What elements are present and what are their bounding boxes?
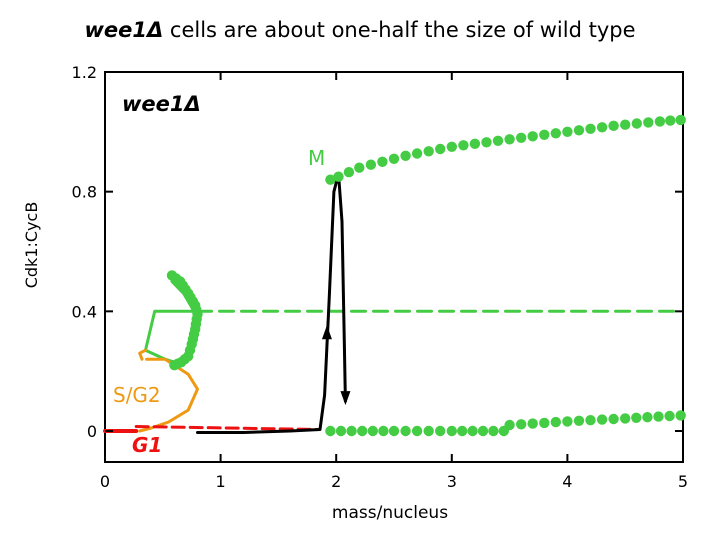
series-g1-state-unstable bbox=[134, 425, 321, 431]
chart-title: wee1Δ cells are about one-half the size … bbox=[0, 18, 720, 42]
series-m-state-stable-branch-upper-point-5 bbox=[377, 156, 388, 167]
series-g1-stable-branch-lower-point-15 bbox=[488, 425, 499, 437]
series-g1-stable-branch-lower-point-13 bbox=[467, 425, 478, 437]
title-delta-symbol: Δ bbox=[146, 18, 164, 42]
series-g1-stable-branch-lower-point-26 bbox=[608, 413, 619, 425]
annotation-g1: G1 bbox=[132, 433, 162, 457]
x-axis-label: mass/nucleus bbox=[332, 503, 448, 523]
series-m-state-stable-branch-upper-point-2 bbox=[343, 167, 355, 178]
series-m-state-stable-branch-upper-point-12 bbox=[458, 140, 469, 151]
y-tick-label-2: 0.8 bbox=[72, 183, 97, 202]
series-m-state-stable-branch-upper-point-6 bbox=[388, 153, 400, 164]
series-g1-stable-branch-lower-point-22 bbox=[562, 416, 573, 427]
series-m-state-stable-branch-upper-point-30 bbox=[665, 115, 676, 126]
y-tick-label-0: 0 bbox=[87, 422, 97, 441]
series-m-state-stable-branch-upper-point-28 bbox=[643, 117, 654, 128]
inset-label: wee1Δ bbox=[122, 92, 201, 116]
annotation-sg2: S/G2 bbox=[113, 383, 161, 407]
series-g1-stable-branch-lower-point-17 bbox=[504, 419, 515, 431]
series-g1-stable-branch-lower-point-29 bbox=[642, 412, 653, 423]
series-m-state-stable-branch-upper-point-15 bbox=[492, 135, 504, 146]
series-g1-stable-branch-lower-point-28 bbox=[631, 412, 642, 423]
series-g1-stable-branch-lower-point-23 bbox=[573, 415, 585, 426]
series-g1-stable-branch-lower-point-1 bbox=[335, 425, 347, 437]
title-text: cells are about one-half the size of wil… bbox=[163, 18, 636, 42]
trajectory-arrow-up bbox=[321, 325, 332, 340]
series-g1-stable-branch-lower-point-10 bbox=[435, 425, 446, 437]
series-g1-stable-branch-lower-point-25 bbox=[596, 414, 608, 425]
x-tick-label-3: 3 bbox=[447, 472, 457, 491]
series-g1-stable-branch-lower-point-21 bbox=[550, 416, 561, 428]
series-g1-stable-branch-lower-point-32 bbox=[675, 410, 686, 421]
series-g1-stable-branch-lower-point-31 bbox=[664, 410, 675, 422]
series-g1-stable-branch-lower-point-6 bbox=[388, 425, 400, 437]
x-tick-label-4: 4 bbox=[562, 472, 572, 491]
x-tick-label-1: 1 bbox=[216, 472, 226, 491]
series-g1-stable-branch-lower-point-3 bbox=[357, 425, 368, 437]
series-m-state-stable-branch-upper-point-0 bbox=[325, 174, 336, 185]
series-m-state-stable-branch-upper-point-10 bbox=[435, 143, 446, 155]
series-m-state-stable-branch-upper-point-17 bbox=[516, 132, 527, 143]
series-s-g2-stable-segment-point-22 bbox=[169, 360, 180, 371]
series-m-state-stable-branch-upper-point-19 bbox=[539, 129, 550, 140]
series-m-state-stable-branch-upper-point-3 bbox=[354, 162, 365, 173]
series-g1-stable-branch-lower-point-18 bbox=[516, 419, 527, 430]
series-g1-stable-branch-lower-point-12 bbox=[457, 425, 468, 437]
inset-label-gene: wee1 bbox=[122, 92, 185, 116]
series-m-state-stable-branch-upper-point-25 bbox=[608, 120, 619, 131]
series-g1-stable-branch-lower-point-19 bbox=[527, 418, 538, 429]
series-m-state-stable-branch-upper-point-14 bbox=[481, 137, 492, 148]
series-g1-stable-branch-lower-point-5 bbox=[378, 425, 389, 437]
series-m-state-stable-branch-upper-point-18 bbox=[527, 131, 538, 142]
series-m-state-stable-branch-upper-point-16 bbox=[504, 134, 515, 145]
series-m-state-stable-branch-upper-point-27 bbox=[631, 118, 642, 129]
plot-frame bbox=[104, 71, 684, 463]
series-m-state-stable-branch-upper-point-4 bbox=[365, 159, 377, 170]
series-m-state-stable-branch-upper-point-29 bbox=[654, 116, 666, 127]
y-axis-label: Cdk1:CycB bbox=[22, 202, 41, 289]
series-m-state-stable-branch-upper-point-7 bbox=[400, 150, 411, 161]
x-tick-label-2: 2 bbox=[331, 472, 341, 491]
series-g1-stable-branch-lower-point-4 bbox=[367, 425, 378, 437]
series-m-state-stable-branch-upper-point-23 bbox=[585, 123, 596, 134]
title-gene: wee1 bbox=[84, 18, 147, 42]
y-tick-label-3: 1.2 bbox=[72, 63, 97, 82]
series-cell-cycle-trajectory bbox=[196, 172, 347, 434]
series-g1-stable-branch-lower-point-30 bbox=[653, 411, 664, 422]
series-m-state-stable-branch-upper-point-20 bbox=[550, 128, 561, 139]
series-m-state-stable-branch-upper-point-22 bbox=[573, 125, 585, 136]
inset-label-symbol: Δ bbox=[183, 92, 201, 116]
series-g1-stable-branch-lower-point-27 bbox=[620, 413, 631, 424]
series-g1-stable-branch-lower-point-8 bbox=[411, 425, 423, 437]
axes: 0 1 2 3 4 5 0 0.4 0.8 1.2 bbox=[72, 63, 689, 491]
x-tick-label-0: 0 bbox=[100, 472, 110, 491]
series-m-state-stable-branch-upper-point-13 bbox=[469, 138, 481, 149]
series-g1-stable-branch-lower-point-9 bbox=[423, 425, 434, 437]
series-m-state-stable-branch-upper-point-11 bbox=[446, 141, 457, 152]
series-m-state-stable-branch-upper-point-31 bbox=[675, 114, 686, 126]
series-dots bbox=[166, 114, 686, 437]
series-m-state-stable-branch-upper-point-1 bbox=[333, 171, 344, 182]
y-tick-label-1: 0.4 bbox=[72, 302, 97, 321]
series-s-g2-unstable-branch bbox=[138, 348, 147, 361]
annotation-m: M bbox=[308, 146, 325, 170]
series-g1-stable-branch-lower-point-24 bbox=[585, 415, 596, 426]
series-m-state-stable-branch-upper-point-9 bbox=[423, 146, 434, 157]
trajectory-arrow-down bbox=[340, 391, 351, 406]
x-tick-label-5: 5 bbox=[678, 472, 688, 491]
series-m-state-stable-branch-upper-point-21 bbox=[562, 126, 573, 137]
series-g1-stable-branch-lower-point-20 bbox=[539, 417, 550, 429]
series-m-state-stable-branch-upper-point-24 bbox=[596, 122, 608, 133]
series-g1-stable-branch-lower-point-11 bbox=[446, 425, 457, 437]
series-g1-stable-branch-lower-point-0 bbox=[325, 425, 336, 437]
series-m-state-stable-branch-upper-point-8 bbox=[411, 148, 423, 159]
series-g1-stable-branch-lower-point-7 bbox=[400, 425, 411, 437]
series-g1-stable-branch-lower-point-2 bbox=[346, 425, 357, 437]
series-m-state-stable-branch-upper-point-26 bbox=[620, 119, 631, 130]
series-g1-stable-branch-lower-point-14 bbox=[477, 425, 489, 437]
